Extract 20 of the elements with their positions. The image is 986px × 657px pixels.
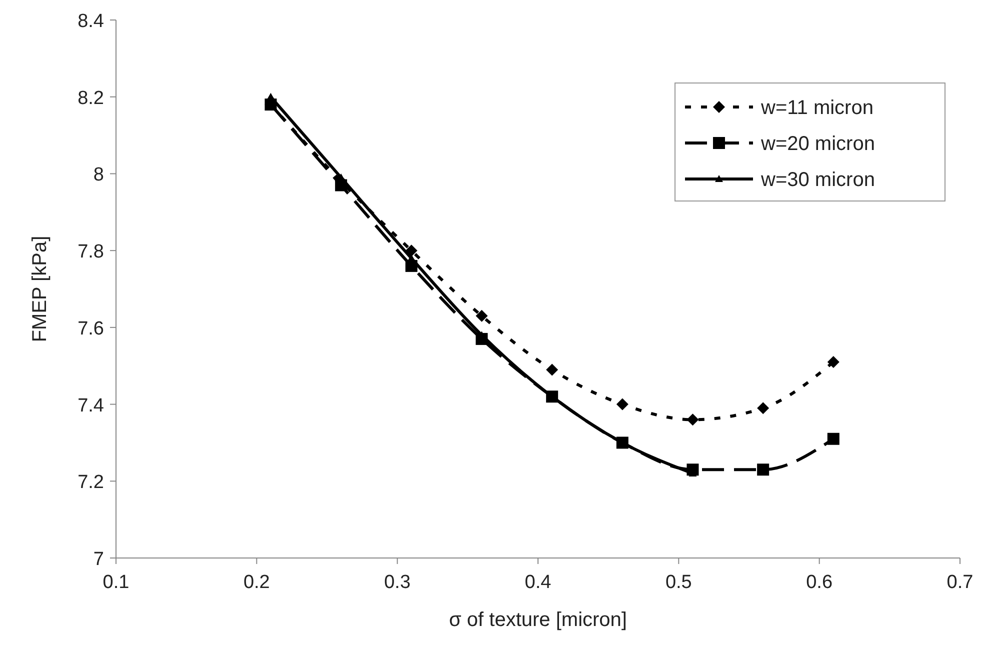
x-tick-label: 0.6: [806, 572, 833, 593]
x-tick-label: 0.2: [243, 572, 270, 593]
y-axis-title: FMEP [kPa]: [29, 236, 51, 342]
y-tick-label: 8.4: [78, 11, 104, 32]
x-tick-label: 0.5: [665, 572, 692, 593]
y-tick-label: 8.2: [78, 88, 104, 109]
y-tick-label: 8: [93, 164, 104, 186]
x-tick-label: 0.1: [102, 572, 130, 593]
y-tick-label: 7.2: [78, 472, 104, 494]
y-tick-label: 7.8: [78, 242, 104, 263]
y-tick-label: 7.4: [78, 395, 104, 416]
y-tick-label: 7: [93, 549, 104, 570]
legend-label: w=30 micron: [760, 169, 875, 191]
x-tick-label: 0.7: [946, 572, 974, 593]
legend-label: w=11 micron: [760, 97, 874, 119]
x-tick-label: 0.4: [524, 572, 552, 593]
x-axis-title: σ of texture [micron]: [449, 609, 627, 631]
y-tick-label: 7.6: [78, 318, 104, 340]
legend-label: w=20 micron: [760, 133, 875, 155]
x-tick-label: 0.3: [384, 572, 411, 593]
